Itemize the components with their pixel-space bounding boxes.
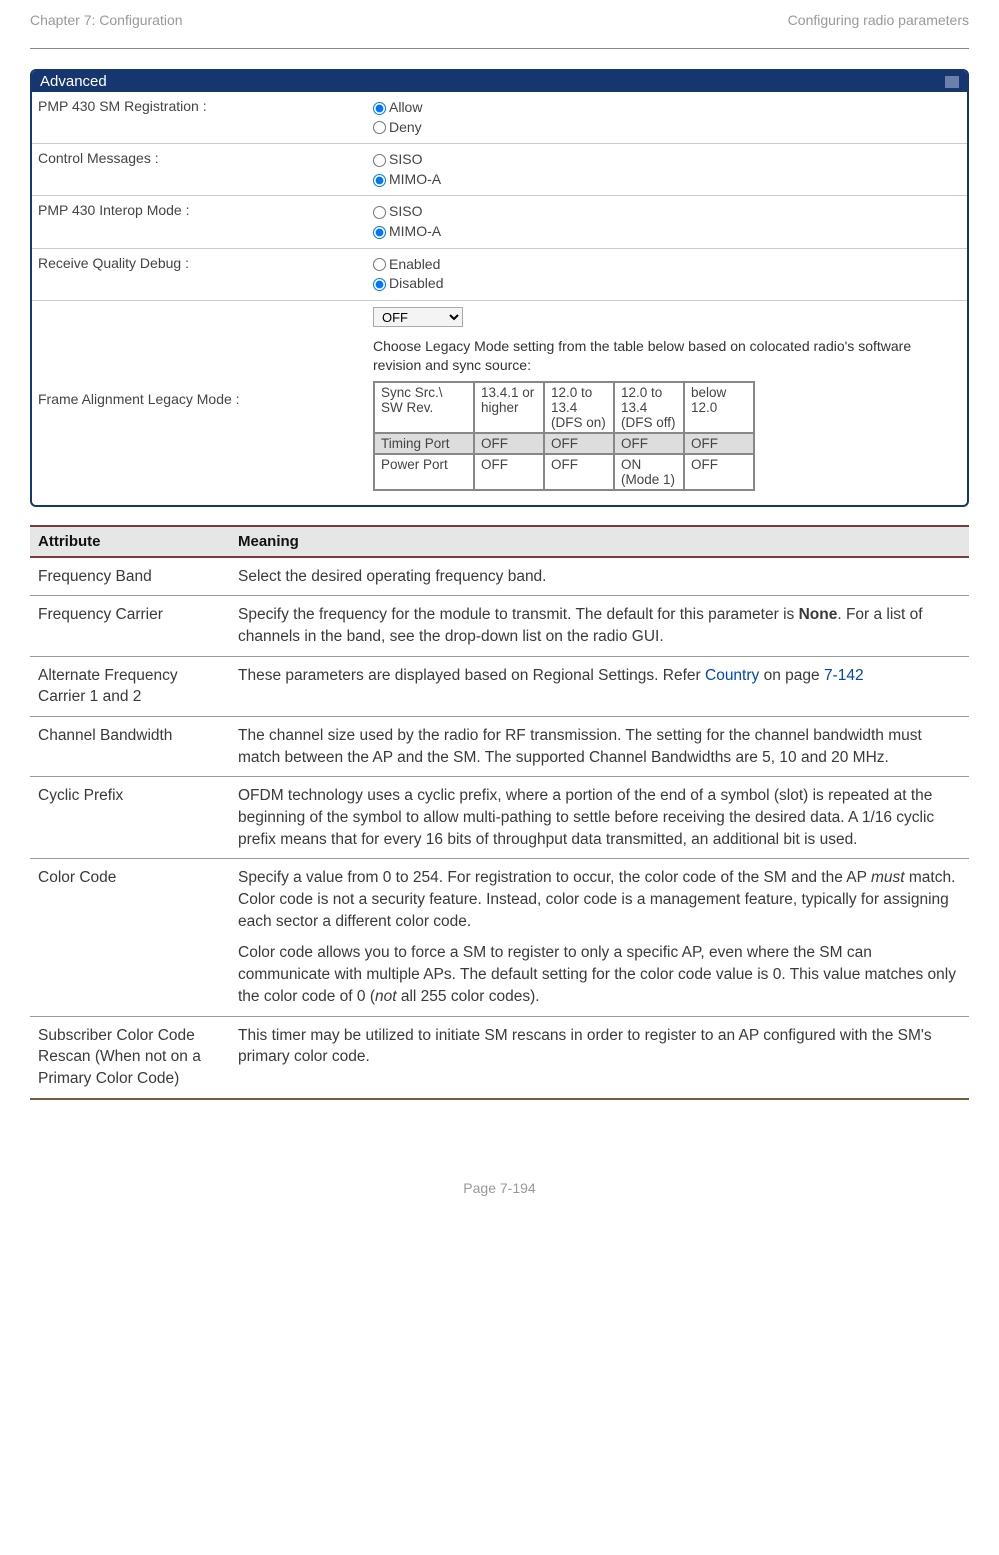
attr-cell: Cyclic Prefix [30, 777, 230, 859]
radio-label: Deny [389, 119, 422, 135]
meaning-cell: OFDM technology uses a cyclic prefix, wh… [230, 777, 969, 859]
table-row: Subscriber Color Code Rescan (When not o… [30, 1016, 969, 1099]
radio-siso[interactable] [373, 206, 386, 219]
meaning-cell: Specify a value from 0 to 254. For regis… [230, 859, 969, 1016]
radio-label: Allow [389, 99, 422, 115]
attr-cell: Alternate Frequency Carrier 1 and 2 [30, 656, 230, 716]
sync-th: 12.0 to 13.4 (DFS on) [544, 382, 614, 433]
sync-cell: OFF [544, 433, 614, 454]
page-link[interactable]: 7-142 [824, 667, 864, 684]
section-label: Configuring radio parameters [788, 12, 969, 28]
sync-th: Sync Src.\ SW Rev. [374, 382, 474, 433]
text: all 255 color codes). [397, 988, 540, 1005]
param-label: Frame Alignment Legacy Mode : [32, 389, 367, 409]
text-italic: not [375, 988, 397, 1005]
radio-label: SISO [389, 151, 422, 167]
attr-cell: Channel Bandwidth [30, 716, 230, 776]
radio-deny[interactable] [373, 121, 386, 134]
advanced-panel: Advanced PMP 430 SM Registration : Allow… [30, 69, 969, 507]
attr-cell: Color Code [30, 859, 230, 1016]
advanced-header: Advanced [32, 71, 967, 92]
radio-label: Enabled [389, 256, 440, 272]
text: Specify the frequency for the module to … [238, 606, 799, 623]
text: Specify a value from 0 to 254. For regis… [238, 869, 871, 886]
meaning-cell: These parameters are displayed based on … [230, 656, 969, 716]
sync-cell: ON (Mode 1) [614, 454, 684, 490]
chapter-label: Chapter 7: Configuration [30, 12, 183, 28]
param-row-pmp430-interop: PMP 430 Interop Mode : SISO MIMO-A [32, 196, 967, 248]
sync-cell: OFF [544, 454, 614, 490]
sync-th: below 12.0 [684, 382, 754, 433]
radio-label: MIMO-A [389, 223, 441, 239]
page-footer: Page 7-194 [30, 1180, 969, 1196]
table-row: Cyclic Prefix OFDM technology uses a cyc… [30, 777, 969, 859]
sync-cell: OFF [684, 454, 754, 490]
param-row-frame-alignment: Frame Alignment Legacy Mode : OFF Choose… [32, 301, 967, 505]
attr-cell: Subscriber Color Code Rescan (When not o… [30, 1016, 230, 1099]
sync-cell: OFF [474, 433, 544, 454]
legacy-mode-dropdown[interactable]: OFF [373, 307, 463, 327]
radio-label: Disabled [389, 275, 443, 291]
header-divider [30, 48, 969, 49]
sync-th: 13.4.1 or higher [474, 382, 544, 433]
sync-cell: OFF [684, 433, 754, 454]
sync-cell: Power Port [374, 454, 474, 490]
meaning-cell: The channel size used by the radio for R… [230, 716, 969, 776]
table-row: Frequency Carrier Specify the frequency … [30, 596, 969, 656]
meaning-cell: This timer may be utilized to initiate S… [230, 1016, 969, 1099]
paragraph: Color code allows you to force a SM to r… [238, 942, 961, 1007]
radio-label: SISO [389, 203, 422, 219]
advanced-title: Advanced [40, 73, 107, 90]
radio-label: MIMO-A [389, 171, 441, 187]
radio-disabled[interactable] [373, 278, 386, 291]
sync-cell: Timing Port [374, 433, 474, 454]
attr-cell: Frequency Band [30, 557, 230, 596]
meaning-cell: Select the desired operating frequency b… [230, 557, 969, 596]
text: on page [759, 667, 824, 684]
param-label: PMP 430 Interop Mode : [32, 200, 367, 243]
param-row-control-messages: Control Messages : SISO MIMO-A [32, 144, 967, 196]
attribute-table: Attribute Meaning Frequency Band Select … [30, 525, 969, 1100]
page-header: Chapter 7: Configuration Configuring rad… [30, 12, 969, 28]
table-row: Alternate Frequency Carrier 1 and 2 Thes… [30, 656, 969, 716]
meaning-cell: Specify the frequency for the module to … [230, 596, 969, 656]
table-row: Frequency Band Select the desired operat… [30, 557, 969, 596]
text: These parameters are displayed based on … [238, 667, 705, 684]
radio-mimo-a[interactable] [373, 174, 386, 187]
param-label: Control Messages : [32, 148, 367, 191]
col-attribute: Attribute [30, 526, 230, 557]
legacy-desc: Choose Legacy Mode setting from the tabl… [373, 337, 961, 375]
radio-enabled[interactable] [373, 258, 386, 271]
param-row-receive-quality: Receive Quality Debug : Enabled Disabled [32, 249, 967, 301]
country-link[interactable]: Country [705, 667, 759, 684]
radio-siso[interactable] [373, 154, 386, 167]
radio-allow[interactable] [373, 102, 386, 115]
col-meaning: Meaning [230, 526, 969, 557]
sync-table: Sync Src.\ SW Rev. 13.4.1 or higher 12.0… [373, 381, 755, 491]
paragraph: Specify a value from 0 to 254. For regis… [238, 867, 961, 932]
text-bold: None [799, 606, 838, 623]
param-label: Receive Quality Debug : [32, 253, 367, 296]
sync-cell: OFF [474, 454, 544, 490]
text: Color code allows you to force a SM to r… [238, 944, 956, 1004]
table-row: Channel Bandwidth The channel size used … [30, 716, 969, 776]
sync-cell: OFF [614, 433, 684, 454]
sync-th: 12.0 to 13.4 (DFS off) [614, 382, 684, 433]
collapse-icon[interactable] [945, 76, 959, 88]
text-italic: must [871, 869, 905, 886]
table-row: Color Code Specify a value from 0 to 254… [30, 859, 969, 1016]
param-label: PMP 430 SM Registration : [32, 96, 367, 139]
radio-mimo-a[interactable] [373, 226, 386, 239]
param-row-pmp430sm: PMP 430 SM Registration : Allow Deny [32, 92, 967, 144]
attr-cell: Frequency Carrier [30, 596, 230, 656]
